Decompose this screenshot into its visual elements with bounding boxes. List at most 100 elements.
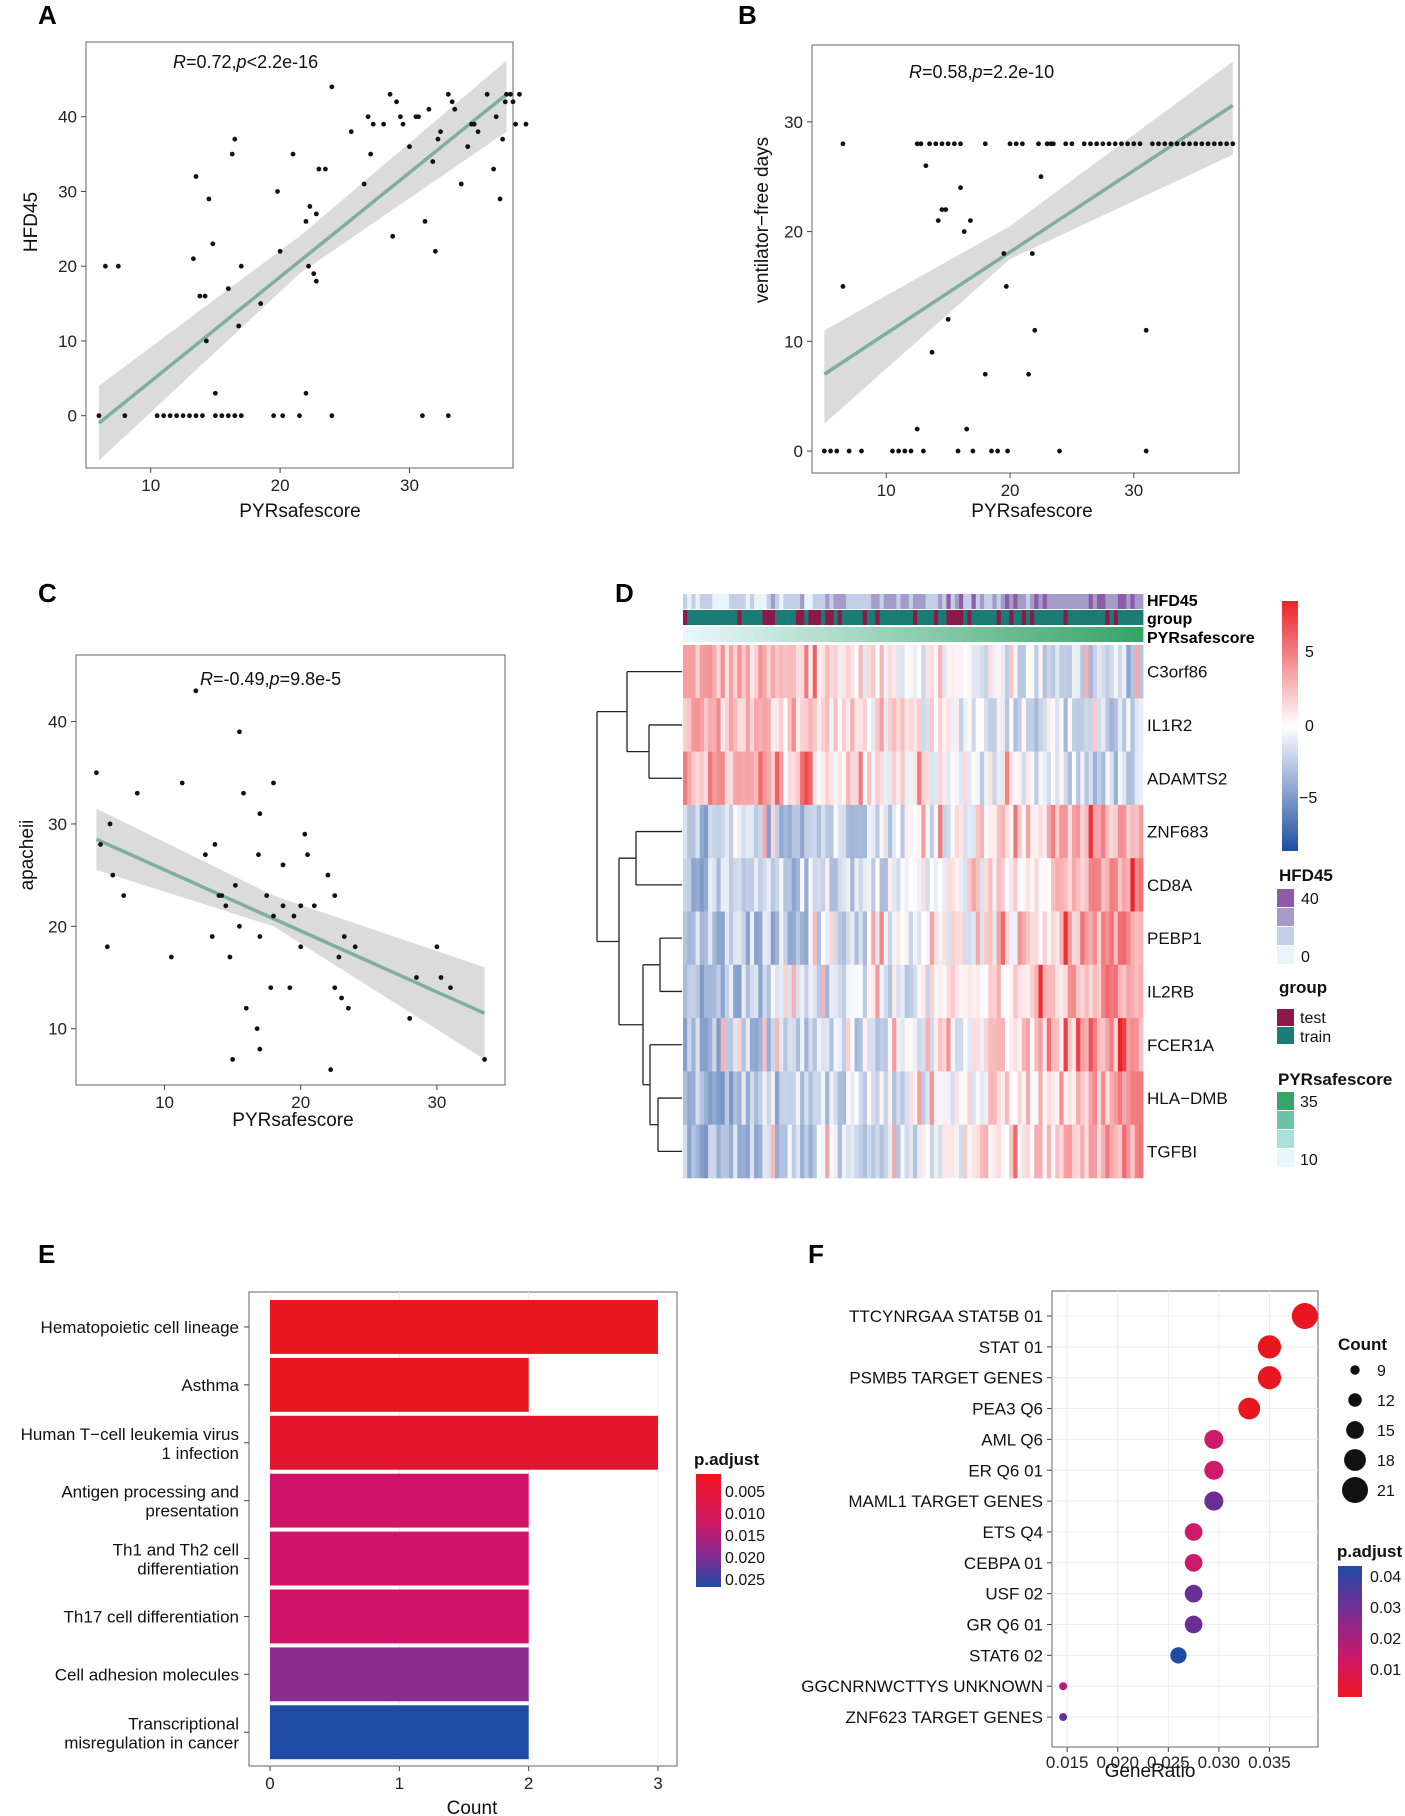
group-track-cell [879, 610, 885, 625]
heatmap-cell [1076, 645, 1081, 699]
hfd45-track-cell [938, 594, 943, 609]
data-point [1094, 141, 1100, 147]
heatmap-cell [779, 1018, 784, 1072]
x-tick-label: 10 [155, 1093, 174, 1112]
hfd45-track-cell [967, 594, 972, 609]
heatmap-cell [867, 1124, 872, 1179]
data-point [212, 390, 218, 396]
pyrsafescore-track-cell [733, 627, 738, 642]
row-labels: C3orf86IL1R2ADAMTS2ZNF683CD8APEBP1IL2RBF… [1147, 663, 1228, 1162]
data-point [94, 770, 99, 776]
heatmap-cell [1088, 751, 1094, 806]
pyrsafescore-track-cell [1122, 627, 1127, 642]
heatmap-cell [1101, 911, 1106, 966]
heatmap-cell [1017, 751, 1023, 806]
group-track-cell [1063, 610, 1069, 625]
heatmap-cell [1046, 964, 1052, 1019]
hfd45-track-cell [925, 594, 931, 609]
heatmap-cell [1067, 964, 1073, 1019]
group-track-cell [908, 610, 914, 625]
heatmap-cell [770, 645, 776, 699]
y-tick-label: 30 [58, 182, 77, 201]
heatmap-cell [883, 1124, 889, 1179]
heatmap-cell [946, 964, 952, 1019]
heatmap-cell [854, 858, 860, 912]
heatmap-cell [862, 698, 868, 752]
heatmap-cell [720, 751, 726, 806]
pyrsafescore-track-cell [1059, 627, 1064, 642]
x-tick-label: 10 [877, 481, 896, 500]
heatmap-cell [1088, 858, 1094, 912]
heatmap-cell [1134, 911, 1140, 966]
heatmap-cell [996, 1018, 1002, 1072]
legend-tick: 10 [1300, 1152, 1318, 1169]
heatmap-cell [925, 698, 931, 752]
hfd45-track-cell [892, 594, 897, 609]
heatmap-cell [699, 645, 705, 699]
heatmap-cell [913, 751, 918, 806]
heatmap-cell [900, 804, 906, 859]
heatmap-cell [1134, 645, 1140, 699]
heatmap-cell [984, 1018, 989, 1072]
heatmap-cell [787, 751, 793, 806]
heatmap-cell [996, 751, 1002, 806]
heatmap-cell [837, 645, 843, 699]
heatmap-cell [1046, 645, 1052, 699]
heatmap-cell [1059, 1124, 1064, 1179]
heatmap-cell [913, 1018, 918, 1072]
heatmap-cell [963, 1071, 968, 1125]
heatmap-cell [1071, 698, 1077, 752]
heatmap-cell [1030, 1071, 1035, 1125]
heatmap-cell [745, 645, 751, 699]
heatmap-cell [687, 1071, 692, 1125]
hfd45-track-cell [1017, 594, 1023, 609]
heatmap-cell [925, 1018, 931, 1072]
heatmap-cell [1134, 751, 1140, 806]
heatmap-cell [1046, 1018, 1052, 1072]
heatmap-cell [1025, 645, 1031, 699]
group-track-cell [892, 610, 897, 625]
heatmap-cell [867, 804, 872, 859]
heatmap-cell [745, 804, 751, 859]
x-tick-label: 0.035 [1248, 1753, 1291, 1772]
legend-tick: 35 [1300, 1094, 1318, 1111]
legend-swatch [1277, 1092, 1294, 1110]
heatmap-cell [917, 804, 922, 859]
pyrsafescore-track-cell [850, 627, 855, 642]
heatmap-cell [737, 698, 742, 752]
heatmap-cell [900, 1018, 906, 1072]
heatmap-cell [724, 698, 730, 752]
heatmap-cell [1071, 751, 1077, 806]
heatmap-cell [812, 964, 818, 1019]
heatmap-cell [833, 911, 839, 966]
regression-line [823, 103, 1234, 376]
data-point [316, 166, 322, 172]
heatmap-cell [988, 1071, 993, 1125]
hfd45-track-cell [1122, 594, 1127, 609]
category-label: differentiation [137, 1560, 239, 1579]
data-point [254, 1026, 260, 1032]
group-track-cell [963, 610, 968, 625]
heatmap-cell [791, 858, 797, 912]
heatmap-cell [1126, 911, 1131, 966]
heatmap-cell [841, 1071, 847, 1125]
pyrsafescore-track-cell [946, 627, 952, 642]
pyrsafescore-track-cell [1088, 627, 1094, 642]
heatmap-cell [900, 858, 906, 912]
heatmap-cell [975, 1124, 981, 1179]
data-point [933, 141, 939, 147]
heatmap-cell [1000, 698, 1006, 752]
heatmap-cell [1009, 698, 1014, 752]
pyrsafescore-track-cell [716, 627, 722, 642]
data-point [434, 944, 440, 950]
heatmap-cell [1038, 698, 1044, 752]
heatmap-cell [858, 858, 864, 912]
heatmap-cell [1005, 1124, 1010, 1179]
hfd45-track-cell [1109, 594, 1115, 609]
group-track-cell [1092, 610, 1098, 625]
hfd45-track-cell [724, 594, 730, 609]
heatmap-cell [879, 804, 885, 859]
p-label: p [236, 52, 247, 72]
heatmap-cell [1092, 964, 1098, 1019]
heatmap-cell [1042, 645, 1048, 699]
